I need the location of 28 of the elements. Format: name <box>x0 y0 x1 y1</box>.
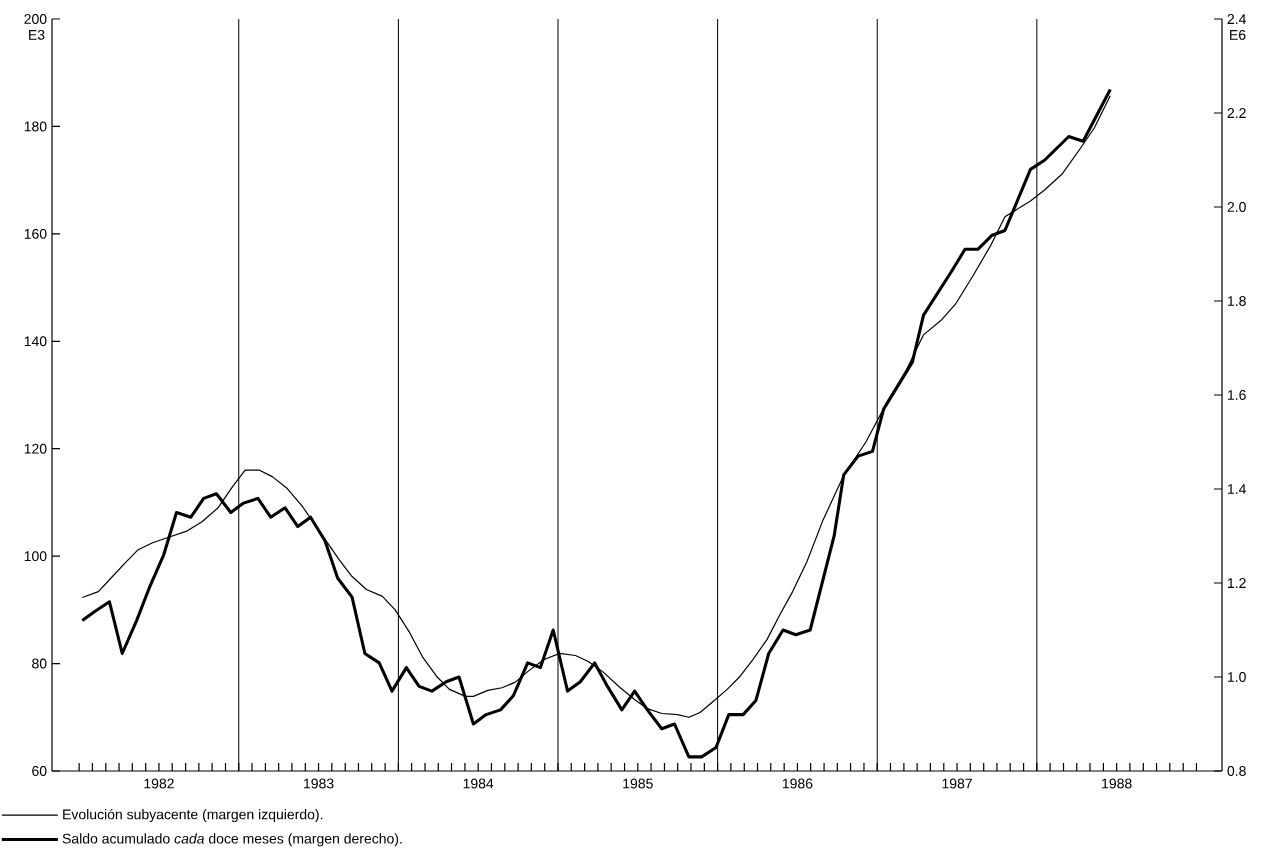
y2-tick-label: 1.0 <box>1228 672 1246 682</box>
y-tick-label: 140 <box>24 336 47 347</box>
x-tick-label: 1985 <box>623 778 653 789</box>
y-axis-title: E3 <box>29 29 45 40</box>
y2-tick-label: 1.6 <box>1228 390 1246 400</box>
x-tick-label: 1986 <box>782 778 813 789</box>
x-tick-label: 1982 <box>144 778 174 789</box>
y2-tick-label: 0.8 <box>1227 766 1246 776</box>
y2-axis-title: E6 <box>1230 29 1246 40</box>
y-tick-label: 120 <box>24 443 47 454</box>
y2-tick-label: 1.8 <box>1228 296 1246 306</box>
y2-tick-label: 2.4 <box>1227 14 1246 24</box>
y2-tick-label: 2.0 <box>1227 202 1246 212</box>
x-tick-label: 1987 <box>942 778 972 789</box>
x-tick-label: 1983 <box>304 778 334 789</box>
y-tick-label: 80 <box>32 658 47 669</box>
x-tick-label: 1988 <box>1102 778 1132 789</box>
y2-tick-label: 1.2 <box>1228 578 1246 588</box>
y2-tick-label: 2.2 <box>1227 108 1246 118</box>
y-tick-label: 200 <box>24 14 47 24</box>
legend-label: Evolución subyacente (margen izquierdo). <box>63 808 323 823</box>
y-tick-label: 160 <box>24 228 47 239</box>
y2-tick-label: 1.4 <box>1228 484 1246 494</box>
x-tick-label: 1984 <box>463 778 494 789</box>
y-tick-label: 180 <box>24 121 47 132</box>
y-tick-label: 100 <box>24 551 47 562</box>
legend-label: Saldo acumulado cada doce meses (margen derecho). <box>62 833 402 847</box>
y-tick-label: 60 <box>32 766 47 776</box>
